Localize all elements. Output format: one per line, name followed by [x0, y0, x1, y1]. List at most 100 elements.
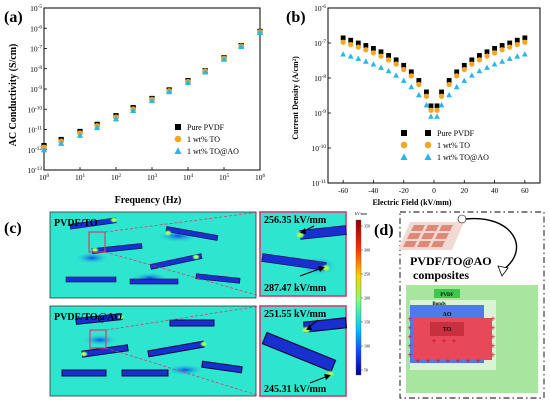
legend-marker: [175, 124, 181, 130]
y-tick-label: 10-8: [30, 65, 42, 74]
y-tick-label: 10-11: [312, 179, 327, 188]
plus-sign: +: [475, 356, 480, 366]
panel-a-ylabel: AC Conductivity (S/cm): [8, 44, 19, 147]
plus-sign: +: [490, 314, 495, 324]
data-point: [408, 73, 414, 79]
data-point: [446, 78, 452, 83]
data-point: [461, 66, 467, 73]
data-point: [438, 102, 445, 108]
x-tick-label: 40: [491, 186, 499, 195]
data-point: [370, 61, 377, 67]
panel-a-label: (a): [4, 9, 23, 26]
plus-sign: +: [407, 323, 412, 333]
data-point: [130, 107, 137, 113]
y-tick-label: 10-5: [30, 4, 42, 13]
legend-marker: [174, 135, 182, 143]
data-point: [499, 58, 506, 64]
legend-marker: [400, 153, 408, 160]
data-point: [415, 91, 422, 98]
data-point: [378, 53, 384, 59]
data-point: [40, 146, 48, 153]
y-tick-label: 10-6: [314, 4, 326, 13]
x-tick-label: 106: [255, 173, 266, 182]
layer-to-label: TO: [443, 327, 452, 333]
data-point: [184, 79, 192, 86]
data-point: [468, 72, 475, 78]
plus-sign: +: [490, 341, 495, 351]
data-point: [363, 43, 369, 48]
legend-label: Pure PVDF: [437, 129, 475, 138]
legend-marker: [401, 130, 407, 136]
plus-sign: +: [431, 336, 436, 346]
legend-marker: [425, 130, 431, 136]
colorbar-tick-label: 250: [364, 272, 370, 277]
data-point: [499, 47, 505, 53]
data-point: [499, 43, 505, 48]
data-point: [439, 89, 444, 95]
x-tick-label: -60: [338, 186, 348, 195]
data-point: [401, 66, 407, 73]
data-point: [348, 41, 354, 48]
y-tick-label: 10-8: [314, 74, 326, 83]
plot-frame: [43, 7, 261, 171]
x-tick-label: 0: [432, 186, 436, 195]
data-point: [340, 35, 346, 41]
colorbar-tick-label: 150: [364, 320, 370, 325]
data-point: [355, 44, 361, 50]
data-point: [434, 107, 440, 113]
legend-marker: [424, 153, 432, 160]
plus-sign: +: [407, 341, 412, 351]
data-point: [434, 113, 440, 119]
panel-b-chart: 10-11 10-10 10-9 10-8 10-7 10-6 -60 -40 -20 0 20 40…: [312, 4, 541, 195]
data-point: [94, 124, 101, 131]
data-point: [423, 93, 430, 99]
data-point: [408, 83, 415, 90]
data-point: [491, 50, 498, 56]
colorbar-tick-label: 200: [364, 296, 370, 301]
colorbar-tick-label: 100: [364, 344, 370, 349]
legend-marker: [174, 147, 182, 154]
data-point: [476, 57, 483, 63]
panel-d-caption-2: composites: [413, 268, 469, 282]
y-tick-label: 10-12: [28, 146, 43, 155]
zoom-bottom-value-1: 251.55 kV/mm: [264, 309, 327, 320]
data-point: [469, 61, 475, 67]
data-point: [220, 55, 228, 62]
data-point: [378, 49, 384, 55]
y-tick-label: 10-6: [30, 24, 42, 33]
zoom-connectors: [104, 211, 261, 397]
data-point: [461, 77, 468, 83]
data-point: [423, 102, 430, 108]
data-point: [453, 83, 460, 90]
layer-diagram: PVDF Bonds AO TO + + + + + + ++ ++ ++ ++ ++ ++ + +: [406, 285, 538, 393]
panel-a: (a) 10-13 10-12 10-11 10-10 10-9 10-8 10-7 10-6…: [4, 4, 265, 206]
y-tick-label: 10-11: [28, 126, 43, 135]
x-tick-label: 103: [147, 173, 158, 182]
x-tick-label: 100: [39, 173, 50, 182]
legend-label: 1 wt% TO@AO: [437, 153, 489, 162]
sim-bottom: PVDF/TO@AO: [49, 305, 257, 397]
data-point: [408, 69, 414, 75]
plot-frame: [327, 7, 541, 184]
legend-label: 1 wt% TO@AO: [187, 147, 239, 156]
plus-sign: +: [407, 332, 412, 342]
colorbar-tick-label: 350: [364, 224, 370, 229]
data-point: [484, 49, 490, 55]
data-point: [355, 40, 361, 46]
data-point: [166, 88, 173, 95]
legend-marker: [424, 141, 432, 149]
zoom-top-value-1: 256.35 kV/mm: [264, 215, 327, 226]
panel-b: (b) 10-11 10-10 10-9 10-8 10-7 10-6 -60 -40 -20 0…: [286, 4, 541, 207]
sim-bottom-title: PVDF/TO@AO: [54, 312, 122, 323]
data-point: [385, 67, 392, 74]
data-point: [347, 53, 354, 59]
plus-sign: +: [451, 336, 456, 346]
data-point: [491, 61, 498, 67]
x-tick-label: 105: [219, 173, 230, 182]
data-point: [416, 78, 422, 83]
data-point: [507, 40, 513, 46]
data-point: [371, 46, 376, 51]
data-point: [385, 57, 392, 63]
y-tick-label: 10-10: [28, 105, 43, 114]
